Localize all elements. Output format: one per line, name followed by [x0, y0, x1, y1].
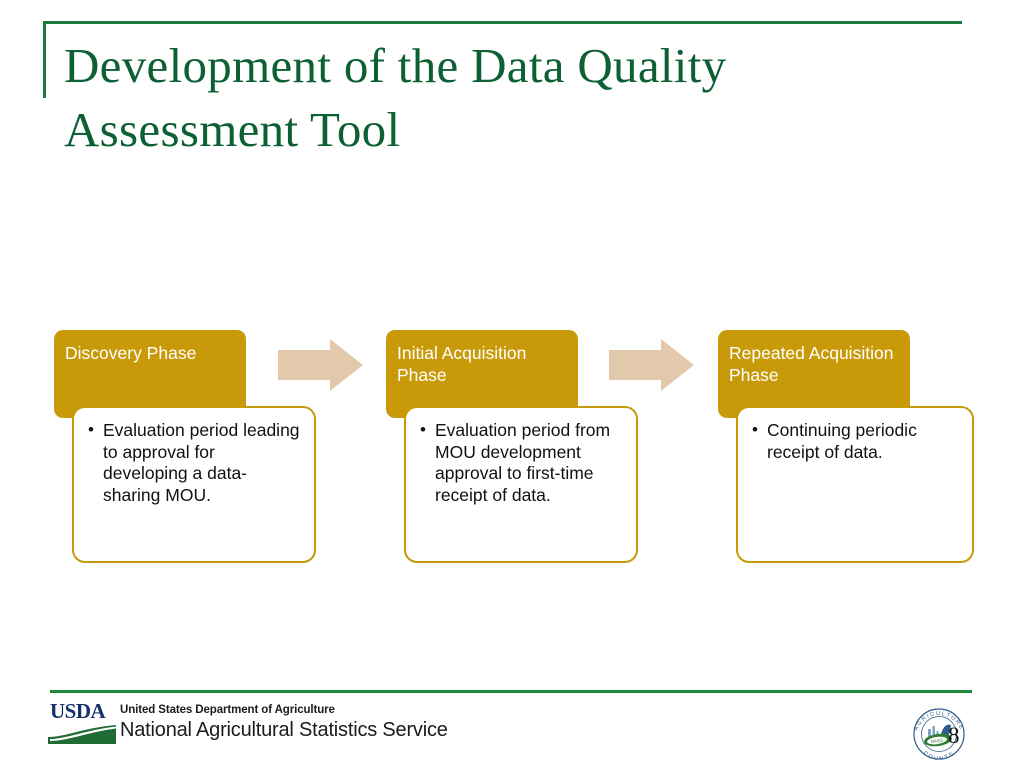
title-left-rule — [43, 24, 46, 98]
agency-line: National Agricultural Statistics Service — [120, 719, 448, 741]
list-item: Evaluation period from MOU development a… — [420, 419, 624, 506]
arrow-connector-2 — [609, 339, 694, 391]
arrow-connector-1 — [278, 339, 363, 391]
usda-wordmark: USDA — [50, 699, 106, 723]
list-item: Evaluation period leading to approval fo… — [88, 419, 302, 506]
phase-body-3[interactable]: Continuing periodic receipt of data. — [736, 406, 974, 563]
usda-logo: USDA — [48, 701, 118, 745]
phase-header-1[interactable]: Discovery Phase — [54, 330, 246, 418]
agriculture-counts-seal-icon: NASS AGRICULTURE COUNTS — [908, 705, 970, 763]
seal-center-label: NASS — [930, 738, 943, 745]
bullet-list-2: Evaluation period from MOU development a… — [420, 419, 624, 506]
phase-body-1[interactable]: Evaluation period leading to approval fo… — [72, 406, 316, 563]
seal-bottom-label: COUNTS — [922, 750, 956, 762]
usda-swoosh-icon — [48, 723, 116, 744]
agency-text-block: United States Department of Agriculture … — [120, 703, 448, 743]
phase-body-2[interactable]: Evaluation period from MOU development a… — [404, 406, 638, 563]
page-number: 8 — [948, 723, 960, 748]
bullet-list-1: Evaluation period leading to approval fo… — [88, 419, 302, 506]
footer-rule — [50, 690, 972, 693]
bullet-list-3: Continuing periodic receipt of data. — [752, 419, 960, 463]
phase-header-2[interactable]: Initial Acquisition Phase — [386, 330, 578, 418]
list-item: Continuing periodic receipt of data. — [752, 419, 960, 463]
department-line: United States Department of Agriculture — [120, 704, 335, 716]
phase-header-3[interactable]: Repeated Acquisition Phase — [718, 330, 910, 418]
title-top-rule — [43, 21, 962, 24]
page-title: Development of the Data Quality Assessme… — [64, 38, 727, 157]
